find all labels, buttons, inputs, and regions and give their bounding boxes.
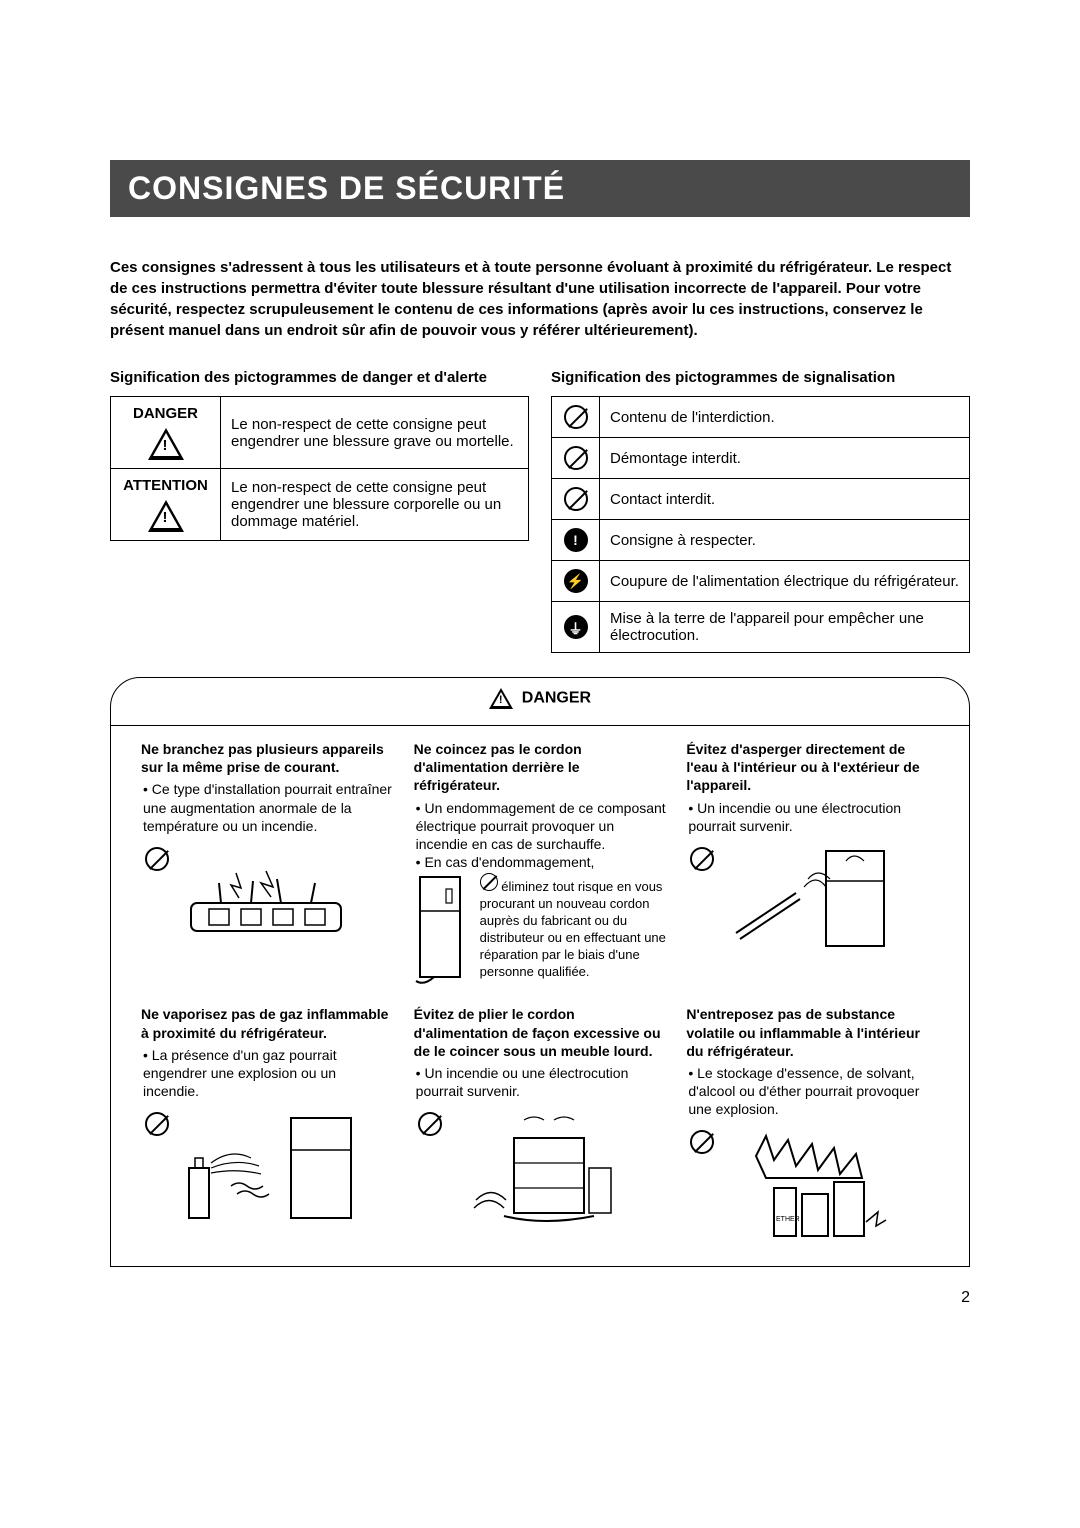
warning-heading: Ne vaporisez pas de gaz inflammable à pr… — [141, 1005, 394, 1041]
pictogram-legend-row: Signification des pictogrammes de danger… — [110, 369, 970, 653]
alert-subhead: Signification des pictogrammes de danger… — [110, 369, 529, 386]
warning-triangle-icon: ! — [148, 428, 184, 460]
table-row: ATTENTION ! Le non-respect de cette cons… — [111, 469, 529, 541]
alert-text: Le non-respect de cette consigne peut en… — [221, 397, 529, 469]
sign-text: Contact interdit. — [600, 479, 970, 520]
warning-bullet: Le stockage d'essence, de solvant, d'alc… — [688, 1064, 939, 1119]
danger-section-header: ! DANGER — [110, 678, 970, 725]
danger-section: ! DANGER Ne branchez pas plusieurs appar… — [110, 677, 970, 1267]
warning-heading: Ne branchez pas plusieurs appareils sur … — [141, 740, 394, 776]
water-spray-illustration-icon — [726, 843, 896, 953]
nested-text: éliminez tout risque en vous procurant u… — [480, 879, 666, 978]
page-number: 2 — [110, 1267, 970, 1307]
danger-section-label: DANGER — [522, 690, 591, 707]
sign-table: Contenu de l'interdiction. Démontage int… — [551, 396, 970, 653]
sign-subhead: Signification des pictogrammes de signal… — [551, 369, 970, 386]
warning-item: Ne branchez pas plusieurs appareils sur … — [131, 740, 404, 991]
danger-label: DANGER — [121, 405, 210, 422]
warning-triangle-icon: ! — [148, 500, 184, 532]
warning-item: Ne coincez pas le cordon d'alimentation … — [404, 740, 677, 991]
sign-text: Coupure de l'alimentation électrique du … — [600, 561, 970, 602]
table-row: ! Consigne à respecter. — [552, 520, 970, 561]
table-row: ⚡ Coupure de l'alimentation électrique d… — [552, 561, 970, 602]
warning-item: Évitez d'asperger directement de l'eau à… — [676, 740, 949, 991]
attention-label: ATTENTION — [121, 477, 210, 494]
sign-icon-cell: ! — [552, 520, 600, 561]
unplug-icon: ⚡ — [564, 569, 588, 593]
powerstrip-illustration-icon — [181, 843, 351, 953]
warning-bullet: Ce type d'installation pourrait entraîne… — [143, 780, 394, 835]
sign-icon-cell — [552, 479, 600, 520]
warning-item: Évitez de plier le cordon d'alimentation… — [404, 1005, 677, 1246]
warning-item: N'entreposez pas de substance volatile o… — [676, 1005, 949, 1246]
sign-icon-cell: ⚡ — [552, 561, 600, 602]
warning-triangle-icon: ! — [489, 688, 513, 709]
page-title-bar: CONSIGNES DE SÉCURITÉ — [110, 160, 970, 217]
prohibition-icon — [418, 1112, 442, 1136]
ground-icon: ⏚ — [564, 615, 588, 639]
no-touch-icon — [564, 487, 588, 511]
alert-text: Le non-respect de cette consigne peut en… — [221, 469, 529, 541]
warning-heading: Ne coincez pas le cordon d'alimentation … — [414, 740, 667, 795]
gas-spray-illustration-icon — [181, 1108, 361, 1228]
alert-column: Signification des pictogrammes de danger… — [110, 369, 529, 653]
sign-text: Démontage interdit. — [600, 438, 970, 479]
sign-icon-cell — [552, 397, 600, 438]
warning-bullet: En cas d'endommagement, — [416, 853, 667, 871]
sign-column: Signification des pictogrammes de signal… — [551, 369, 970, 653]
table-row: Démontage interdit. — [552, 438, 970, 479]
sign-text: Mise à la terre de l'appareil pour empêc… — [600, 602, 970, 653]
prohibition-icon — [145, 847, 169, 871]
warning-heading: Évitez de plier le cordon d'alimentation… — [414, 1005, 667, 1060]
alert-label-cell: DANGER ! — [111, 397, 221, 469]
prohibition-icon — [690, 1130, 714, 1154]
bent-cord-illustration-icon — [454, 1108, 624, 1228]
warning-bullet: Un endommagement de ce composant électri… — [416, 799, 667, 854]
sign-text: Consigne à respecter. — [600, 520, 970, 561]
no-disassemble-icon — [564, 446, 588, 470]
table-row: ⏚ Mise à la terre de l'appareil pour emp… — [552, 602, 970, 653]
nested-note: éliminez tout risque en vous procurant u… — [414, 871, 667, 991]
sign-text: Contenu de l'interdiction. — [600, 397, 970, 438]
illustration — [414, 1108, 667, 1228]
svg-text:ETHER: ETHER — [776, 1216, 800, 1223]
illustration — [141, 843, 394, 963]
prohibition-icon — [480, 873, 498, 891]
illustration — [686, 843, 939, 963]
alert-label-cell: ATTENTION ! — [111, 469, 221, 541]
alert-table: DANGER ! Le non-respect de cette consign… — [110, 396, 529, 541]
prohibition-icon — [145, 1112, 169, 1136]
warning-bullet: Un incendie ou une électrocution pourrai… — [416, 1064, 667, 1100]
warning-heading: Évitez d'asperger directement de l'eau à… — [686, 740, 939, 795]
prohibition-icon — [564, 405, 588, 429]
prohibition-icon — [690, 847, 714, 871]
warning-item: Ne vaporisez pas de gaz inflammable à pr… — [131, 1005, 404, 1246]
flammable-bottles-illustration-icon: ETHER — [726, 1126, 896, 1246]
table-row: Contenu de l'interdiction. — [552, 397, 970, 438]
warning-heading: N'entreposez pas de substance volatile o… — [686, 1005, 939, 1060]
fridge-cord-illustration-icon — [414, 871, 474, 991]
sign-icon-cell — [552, 438, 600, 479]
sign-icon-cell: ⏚ — [552, 602, 600, 653]
mandatory-icon: ! — [564, 528, 588, 552]
table-row: Contact interdit. — [552, 479, 970, 520]
illustration: ETHER — [686, 1126, 939, 1246]
illustration — [141, 1108, 394, 1228]
page-title: CONSIGNES DE SÉCURITÉ — [128, 170, 565, 206]
warning-bullet: Un incendie ou une électrocution pourrai… — [688, 799, 939, 835]
table-row: DANGER ! Le non-respect de cette consign… — [111, 397, 529, 469]
intro-paragraph: Ces consignes s'adressent à tous les uti… — [110, 257, 970, 341]
danger-grid: Ne branchez pas plusieurs appareils sur … — [111, 726, 969, 1266]
warning-bullet: La présence d'un gaz pourrait engendrer … — [143, 1046, 394, 1101]
